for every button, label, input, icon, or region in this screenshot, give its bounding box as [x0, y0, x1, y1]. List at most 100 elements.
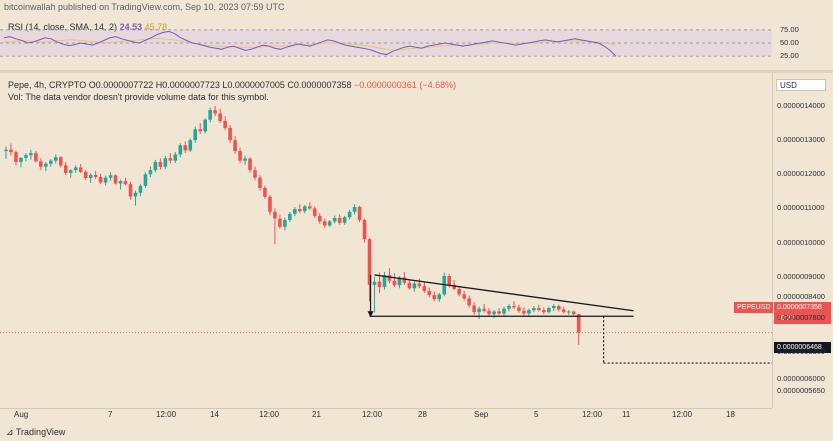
candle-body	[566, 311, 571, 313]
candle-body	[347, 211, 352, 218]
candle-body	[407, 282, 412, 289]
candle-body	[58, 157, 63, 166]
rsi-sma-value: 45.78	[144, 22, 168, 32]
time-axis[interactable]	[0, 408, 772, 423]
candle-body	[472, 305, 476, 313]
candle-body	[9, 149, 13, 153]
tradingview-icon: ⊿	[6, 427, 14, 437]
candle-body	[148, 170, 153, 175]
candle-body	[253, 170, 257, 178]
volume-note: Vol: The data vendor doesn't provide vol…	[8, 92, 269, 102]
candle-body	[213, 110, 217, 114]
publisher-header: bitcoinwallah published on TradingView.c…	[4, 2, 285, 12]
candle-body	[392, 280, 397, 286]
price-axis-label: 0.0000006000	[777, 374, 825, 384]
candle-body	[432, 295, 437, 300]
price-axis-label: 0.0000007800	[777, 312, 825, 322]
triangle-upper-trendline	[374, 274, 634, 312]
rsi-legend-label: RSI (14, close, SMA, 14, 2)	[8, 22, 118, 32]
candle-body	[462, 294, 466, 299]
candle-body	[547, 308, 551, 313]
time-axis-label: 12:00	[156, 410, 177, 419]
candle-body	[188, 140, 193, 151]
candle-body	[467, 298, 471, 306]
candle-body	[19, 157, 23, 162]
candle-body	[153, 161, 158, 171]
price-axis-label: 0.0000014000	[777, 101, 825, 110]
candle-body	[512, 306, 516, 308]
candle-body	[402, 277, 407, 283]
candle-body	[312, 208, 317, 216]
candle-body	[387, 274, 392, 281]
time-axis-label: 12:00	[259, 410, 280, 419]
candle-body	[532, 308, 536, 311]
candle-body	[54, 157, 58, 161]
candle-body	[29, 153, 33, 156]
candle-body	[78, 167, 83, 172]
candle-body	[576, 314, 581, 333]
price-axis-label: 0.0000012000	[777, 169, 825, 179]
candle-body	[357, 207, 362, 220]
target-price-badge: 0.0000006468	[774, 342, 831, 353]
candle-body	[268, 196, 272, 212]
candle-body	[133, 192, 138, 197]
candle-body	[168, 158, 173, 161]
candle-body	[143, 174, 148, 186]
price-axis-label: 0.0000010000	[777, 237, 825, 247]
candle-body	[258, 177, 262, 188]
pattern-arrow-head	[367, 311, 374, 318]
candle-body	[263, 187, 267, 197]
price-axis[interactable]	[772, 73, 833, 408]
candle-body	[238, 151, 242, 161]
candle-body	[317, 215, 322, 222]
candle-body	[123, 181, 128, 185]
candle-body	[322, 221, 327, 226]
price-axis-label: 0.0000008400	[777, 292, 825, 302]
candle-body	[307, 206, 312, 209]
price-axis-label: 0.0000006800	[777, 346, 825, 356]
candle-body	[372, 281, 377, 285]
candle-body	[63, 165, 68, 173]
price-axis-label: 0.0000009000	[777, 271, 825, 281]
candle-body	[288, 213, 292, 220]
time-axis-label: 21	[312, 410, 321, 419]
time-axis-label: 12:00	[582, 410, 603, 419]
candle-body	[73, 167, 78, 171]
tradingview-logo[interactable]: ⊿ TradingView	[6, 427, 65, 438]
candle-body	[487, 310, 491, 315]
candle-body	[527, 310, 531, 314]
candle-body	[457, 288, 461, 295]
candle-body	[198, 129, 203, 132]
rsi-line	[3, 30, 617, 57]
candle-body	[223, 121, 227, 128]
candle-body	[422, 286, 427, 291]
pane-divider[interactable]	[0, 70, 833, 73]
rsi-level-label: 25.00	[780, 51, 799, 61]
candle-body	[243, 158, 247, 161]
candle-body	[522, 310, 526, 314]
symbol-legend[interactable]: Pepe, 4h, CRYPTO O0.0000007722 H0.000000…	[8, 80, 456, 90]
candle-body	[208, 110, 212, 120]
candle-body	[103, 177, 108, 183]
candle-body	[44, 163, 48, 167]
price-axis-label: 0.0000011000	[777, 203, 825, 213]
bar-countdown: 00:27	[777, 315, 795, 322]
candle-body	[397, 277, 402, 286]
candle-body	[517, 307, 521, 311]
candle-body	[303, 206, 307, 212]
currency-selector[interactable]: USD	[776, 79, 826, 91]
candle-body	[83, 171, 88, 179]
candle-body	[88, 174, 93, 179]
rsi-legend[interactable]: RSI (14, close, SMA, 14, 2) 24.53 45.78	[8, 22, 167, 32]
candle-body	[128, 184, 133, 197]
candle-body	[278, 218, 282, 227]
candle-body	[183, 145, 188, 151]
candle-body	[233, 140, 237, 152]
time-axis-label: 12:00	[672, 410, 693, 419]
candle-body	[173, 154, 178, 161]
candle-body	[507, 306, 511, 309]
time-axis-label: 28	[418, 410, 427, 419]
candle-body	[327, 221, 332, 226]
candle-body	[298, 209, 302, 212]
